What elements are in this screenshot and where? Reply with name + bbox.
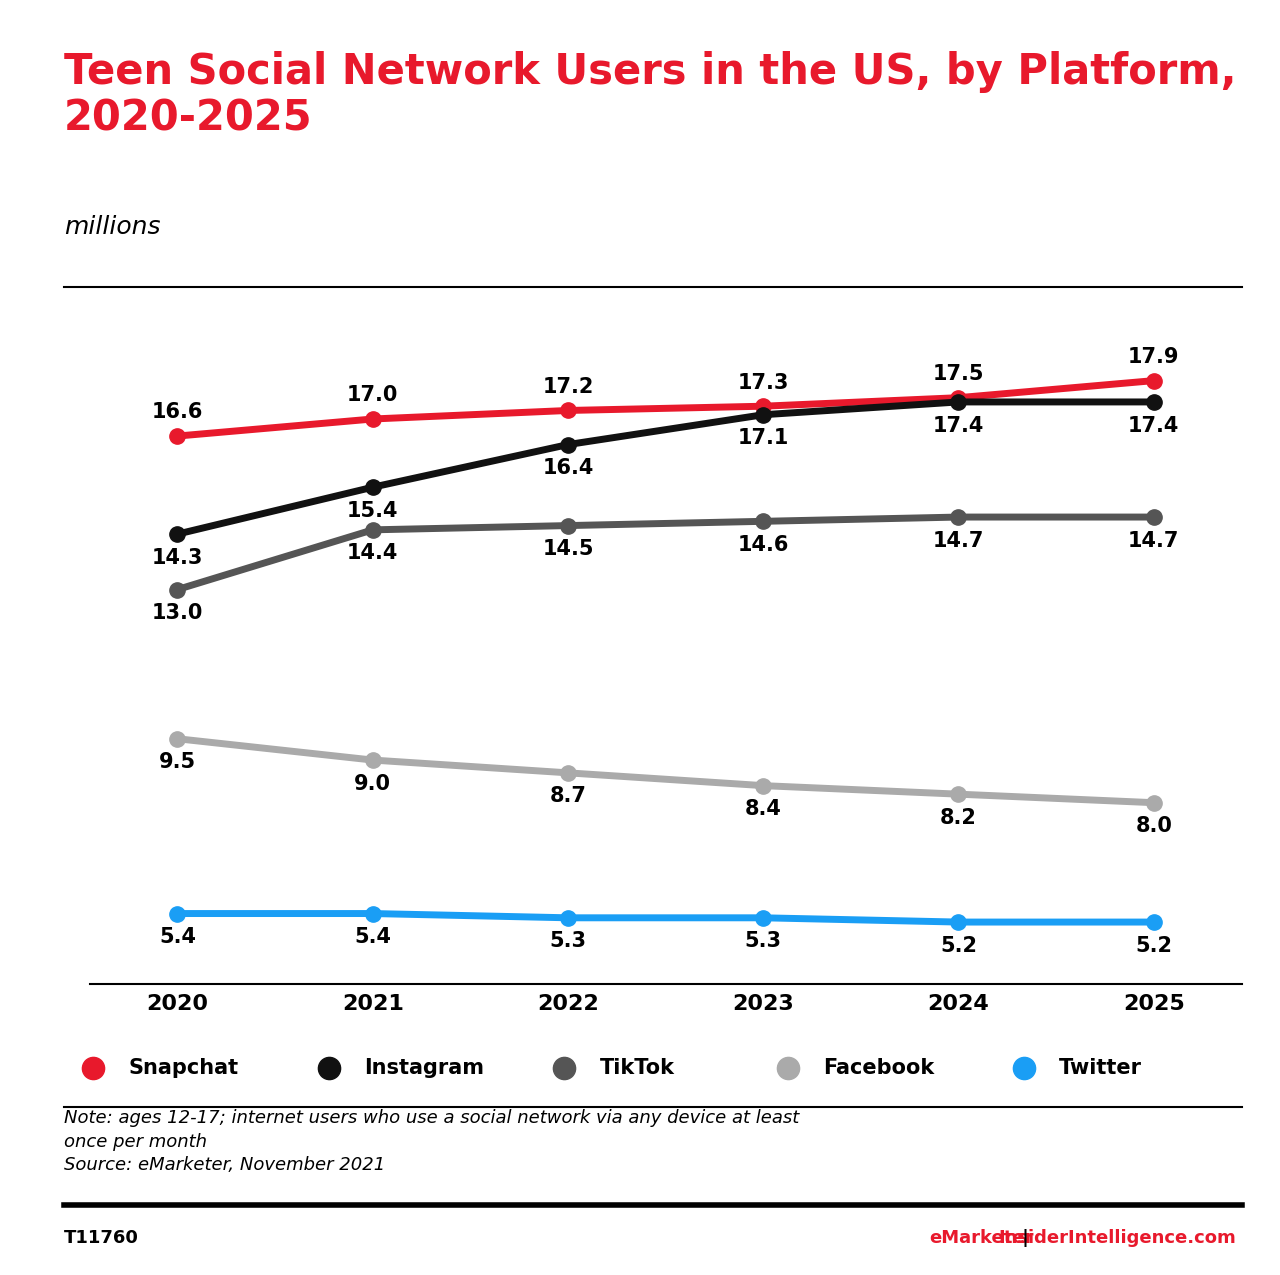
Text: Note: ages 12-17; internet users who use a social network via any device at leas: Note: ages 12-17; internet users who use… (64, 1109, 799, 1174)
Text: Twitter: Twitter (1059, 1058, 1142, 1077)
Text: 9.5: 9.5 (159, 752, 196, 773)
Text: eMarketer: eMarketer (929, 1229, 1034, 1247)
Text: 17.4: 17.4 (933, 416, 984, 436)
Text: 17.2: 17.2 (543, 377, 594, 397)
Text: 16.6: 16.6 (152, 403, 204, 422)
Text: 13.0: 13.0 (152, 603, 204, 623)
Text: 2023: 2023 (732, 994, 794, 1014)
Text: TikTok: TikTok (600, 1058, 675, 1077)
Text: 14.7: 14.7 (933, 530, 984, 551)
Text: 14.7: 14.7 (1128, 530, 1179, 551)
Text: 14.6: 14.6 (737, 536, 788, 555)
Text: |: | (1015, 1229, 1034, 1247)
Text: 16.4: 16.4 (543, 458, 594, 478)
Text: 5.2: 5.2 (1135, 936, 1172, 956)
Text: 9.0: 9.0 (355, 774, 392, 794)
Text: Teen Social Network Users in the US, by Platform,
2020-2025: Teen Social Network Users in the US, by … (64, 51, 1236, 140)
Text: 8.4: 8.4 (745, 799, 782, 820)
Text: 14.4: 14.4 (347, 543, 398, 564)
Text: millions: millions (64, 215, 160, 240)
Text: T11760: T11760 (64, 1229, 138, 1247)
Text: 5.4: 5.4 (159, 927, 196, 947)
Text: 8.7: 8.7 (549, 787, 586, 807)
Text: Instagram: Instagram (365, 1058, 484, 1077)
Text: Snapchat: Snapchat (129, 1058, 239, 1077)
Text: 2022: 2022 (538, 994, 599, 1014)
Text: 17.3: 17.3 (737, 372, 788, 393)
Text: 17.5: 17.5 (933, 365, 984, 384)
Text: 15.4: 15.4 (347, 501, 398, 521)
Text: Facebook: Facebook (823, 1058, 934, 1077)
Text: 17.0: 17.0 (347, 385, 398, 405)
Text: 8.0: 8.0 (1135, 816, 1172, 836)
Text: 5.2: 5.2 (940, 936, 977, 956)
Text: 17.9: 17.9 (1128, 347, 1179, 367)
Text: InsiderIntelligence.com: InsiderIntelligence.com (998, 1229, 1235, 1247)
Text: 5.3: 5.3 (745, 932, 782, 951)
Text: 14.5: 14.5 (543, 539, 594, 560)
Text: 2020: 2020 (146, 994, 209, 1014)
Text: 2021: 2021 (342, 994, 403, 1014)
Text: 14.3: 14.3 (152, 548, 204, 567)
Text: 2025: 2025 (1123, 994, 1184, 1014)
Text: 17.1: 17.1 (737, 428, 788, 449)
Text: 17.4: 17.4 (1128, 416, 1179, 436)
Text: 5.3: 5.3 (549, 932, 586, 951)
Text: 8.2: 8.2 (940, 808, 977, 827)
Text: 2024: 2024 (928, 994, 989, 1014)
Text: 5.4: 5.4 (355, 927, 392, 947)
